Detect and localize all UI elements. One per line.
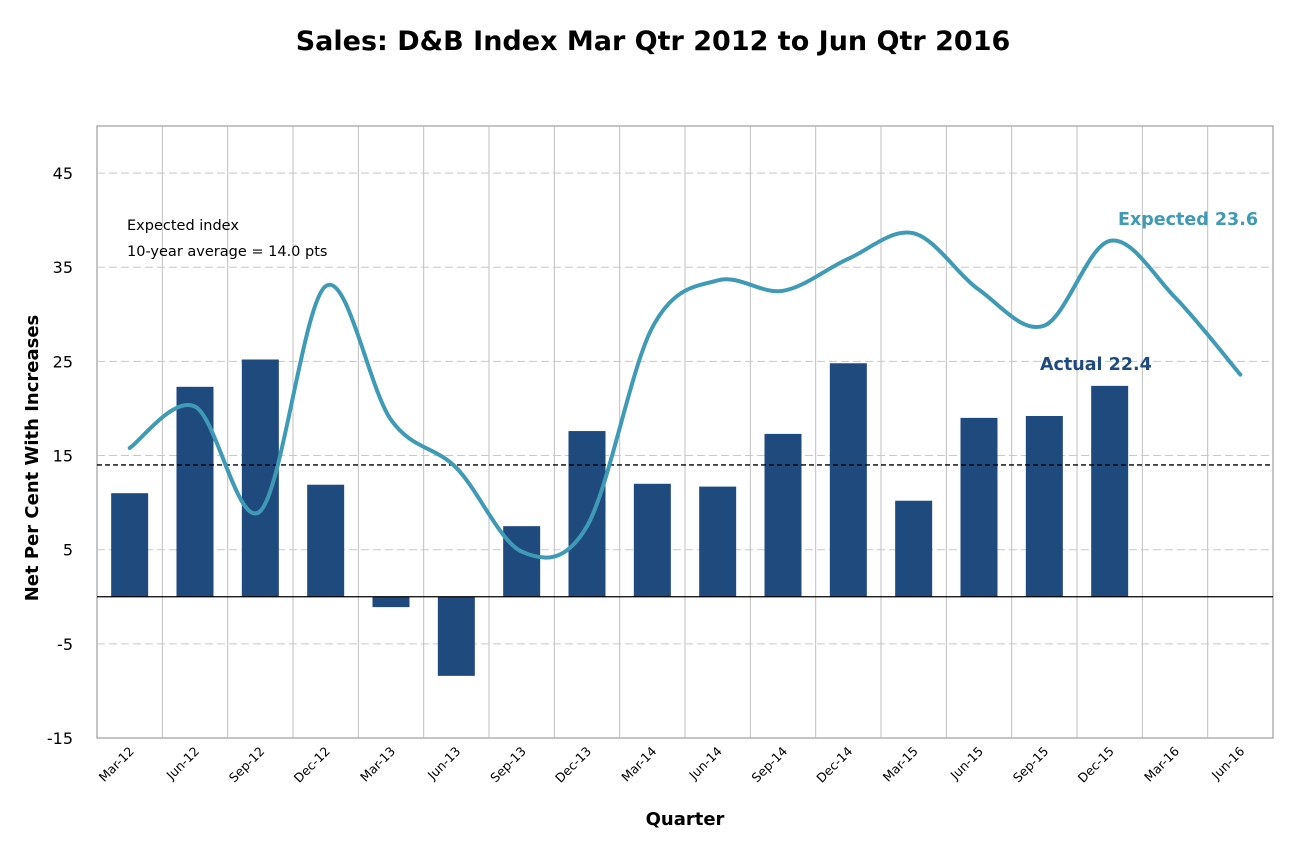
- bar-actual: [633, 483, 671, 597]
- x-tick-label: Mar-16: [1141, 743, 1182, 784]
- y-tick-label: 35: [53, 258, 73, 277]
- x-tick-label: Sep-15: [1010, 744, 1052, 786]
- x-tick-label: Mar-14: [618, 743, 659, 784]
- bar-actual: [699, 486, 737, 597]
- bar-actual: [307, 484, 345, 597]
- actual-value-label: Actual 22.4: [1040, 355, 1152, 375]
- x-tick-label: Dec-13: [552, 744, 594, 786]
- bar-actual: [960, 417, 998, 597]
- note-line-1: Expected index: [127, 218, 239, 234]
- bar-actual: [829, 363, 867, 597]
- bar-actual: [1025, 415, 1063, 597]
- horizontal-gridlines: [97, 172, 1273, 645]
- bar-actual: [372, 596, 410, 608]
- x-tick-label: Mar-12: [96, 744, 137, 785]
- y-axis-title: Net Per Cent With Increases: [22, 315, 43, 602]
- bar-actual: [568, 431, 606, 597]
- x-tick-label: Jun-14: [685, 743, 725, 783]
- bar-actual: [1091, 385, 1129, 597]
- chart-title: Sales: D&B Index Mar Qtr 2012 to Jun Qtr…: [296, 26, 1011, 57]
- y-tick-label: 15: [53, 447, 73, 466]
- bar-actual: [764, 433, 802, 597]
- bar-actual: [111, 493, 149, 597]
- x-tick-label: Sep-13: [487, 744, 529, 786]
- x-tick-label: Jun-16: [1208, 743, 1248, 783]
- y-axis-tick-labels: 45 35 25 15 5 -5 -15: [47, 164, 73, 748]
- x-tick-label: Sep-14: [748, 743, 790, 785]
- bar-actual: [176, 386, 214, 597]
- bar-series-actual: [111, 359, 1129, 676]
- x-tick-label: Dec-12: [291, 744, 333, 786]
- note-line-2: 10-year average = 14.0 pts: [127, 244, 327, 260]
- y-tick-label: 5: [63, 541, 73, 560]
- line-series-expected: [127, 230, 1243, 560]
- x-axis-tick-labels: Mar-12 Jun-12 Sep-12 Dec-12 Mar-13 Jun-13 Sep-…: [96, 743, 1248, 785]
- x-tick-label: Dec-14: [813, 743, 855, 785]
- bar-actual: [895, 500, 933, 597]
- vertical-gridlines: [161, 126, 1209, 738]
- bar-actual: [503, 526, 541, 597]
- x-tick-label: Mar-13: [357, 744, 398, 785]
- y-tick-label: -15: [47, 729, 73, 748]
- x-axis-title: Quarter: [646, 809, 725, 830]
- x-tick-label: Jun-13: [424, 744, 464, 784]
- x-tick-label: Mar-15: [880, 744, 921, 785]
- x-tick-label: Dec-15: [1075, 744, 1117, 786]
- y-tick-label: 25: [53, 352, 73, 371]
- y-tick-label: -5: [57, 635, 73, 654]
- x-tick-label: Sep-12: [226, 744, 268, 786]
- x-tick-label: Jun-15: [947, 744, 987, 784]
- bar-actual: [437, 596, 475, 676]
- x-tick-label: Jun-12: [163, 744, 203, 784]
- y-tick-label: 45: [53, 164, 73, 183]
- expected-value-label: Expected 23.6: [1118, 210, 1258, 230]
